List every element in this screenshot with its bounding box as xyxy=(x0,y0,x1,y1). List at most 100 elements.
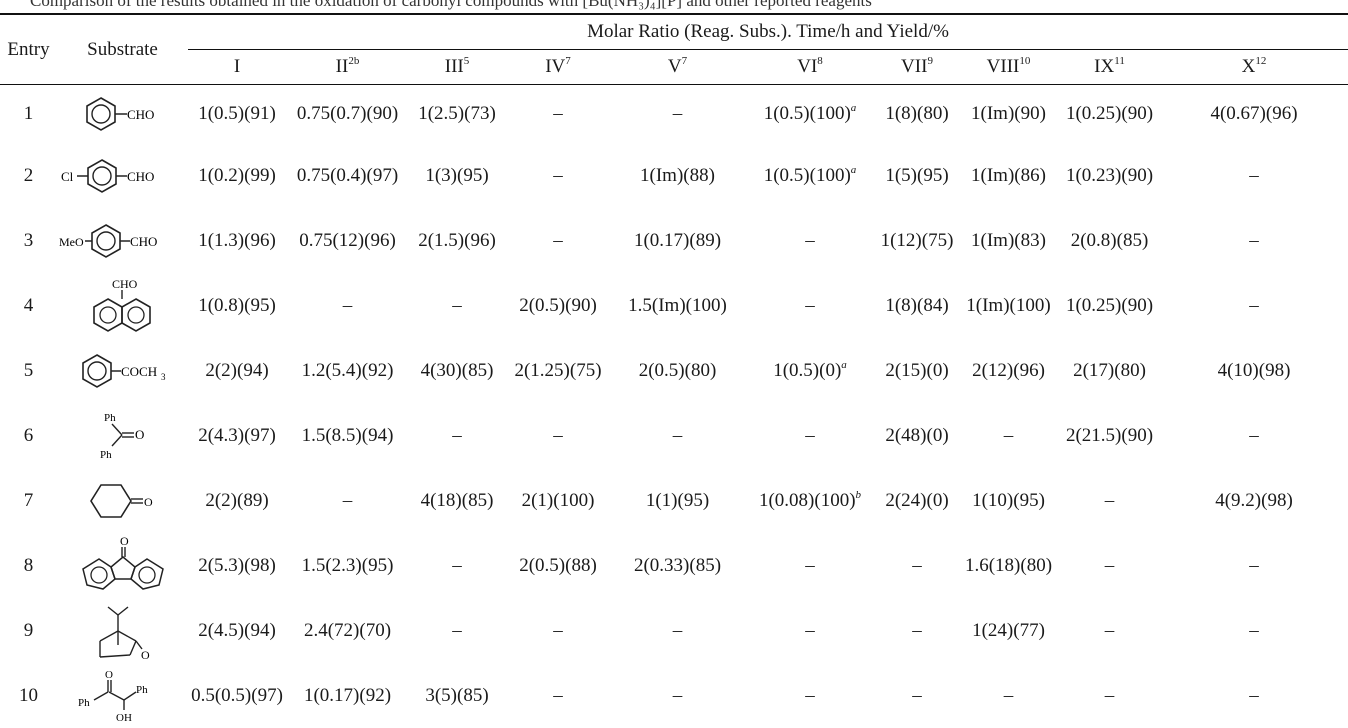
s10-oh-label: OH xyxy=(116,712,132,724)
s5-group-label: COCH xyxy=(121,364,157,379)
header-reagent-7: VII9 xyxy=(876,50,958,85)
result-value: 4(10)(98) xyxy=(1218,360,1291,381)
result-value: 1.5(Im)(100) xyxy=(628,295,727,316)
result-cell: – xyxy=(409,598,505,663)
result-cell: 2(0.8)(85) xyxy=(1059,208,1160,273)
result-cell: – xyxy=(611,598,744,663)
result-cell: 1(3)(95) xyxy=(409,143,505,208)
result-value: – xyxy=(1249,295,1259,316)
result-value: 0.75(12)(96) xyxy=(299,230,396,251)
result-value: 2(17)(80) xyxy=(1073,360,1146,381)
table-body: 1 CHO 1(0.5)(91)0.75(0.7)(90)1(2.5)(73)–… xyxy=(0,85,1348,728)
result-cell: 0.75(0.4)(97) xyxy=(286,143,409,208)
result-cell: – xyxy=(1160,598,1348,663)
result-cell: – xyxy=(1059,533,1160,598)
result-cell: 1(2.5)(73) xyxy=(409,85,505,144)
table-caption-strip: Comparison of the results obtained in th… xyxy=(0,0,1348,13)
comparison-table: Entry Substrate Molar Ratio (Reag. Subs.… xyxy=(0,15,1348,728)
result-value: 1(0.17)(89) xyxy=(634,230,721,251)
result-value: – xyxy=(343,490,353,511)
result-cell: – xyxy=(505,663,611,728)
substrate-cell: MeO CHO xyxy=(57,208,188,273)
result-cell: 2(0.5)(80) xyxy=(611,338,744,403)
s5-sub-label: 3 xyxy=(161,372,166,382)
result-cell: 2(21.5)(90) xyxy=(1059,403,1160,468)
result-cell: 1.5(8.5)(94) xyxy=(286,403,409,468)
entry-cell: 4 xyxy=(0,273,57,338)
result-value: – xyxy=(1004,425,1014,446)
result-cell: – xyxy=(1160,663,1348,728)
result-cell: 2(1)(100) xyxy=(505,468,611,533)
table-row: 2 Cl CHO 1(0.2)(99)0.75(0.4)(97)1(3)(95)… xyxy=(0,143,1348,208)
result-cell: 4(10)(98) xyxy=(1160,338,1348,403)
result-cell: – xyxy=(409,273,505,338)
result-value: 2(1.25)(75) xyxy=(514,360,601,381)
result-cell: 1.5(Im)(100) xyxy=(611,273,744,338)
result-value: 4(9.2)(98) xyxy=(1215,490,1293,511)
result-value: 0.75(0.7)(90) xyxy=(297,103,398,124)
result-value: 1(0.8)(95) xyxy=(198,295,276,316)
result-cell: 1(10)(95) xyxy=(958,468,1059,533)
header-reagent-4: IV7 xyxy=(505,50,611,85)
result-cell: 1(0.5)(100)a xyxy=(744,85,876,144)
reagent-ref: 11 xyxy=(1114,55,1125,67)
result-cell: 2(1.25)(75) xyxy=(505,338,611,403)
result-value: 1(1)(95) xyxy=(646,490,709,511)
result-value: 0.75(0.4)(97) xyxy=(297,165,398,186)
result-cell: 1(Im)(88) xyxy=(611,143,744,208)
result-value: 1(8)(84) xyxy=(885,295,948,316)
result-value: 2(0.5)(88) xyxy=(519,555,597,576)
result-cell: 0.5(0.5)(97) xyxy=(188,663,286,728)
reagent-label: VII xyxy=(901,56,927,77)
entry-cell: 5 xyxy=(0,338,57,403)
result-value: 0.5(0.5)(97) xyxy=(191,685,283,706)
table-row: 5 COCH 3 2(2)(94)1.2(5.4)(92)4(30)(85)2(… xyxy=(0,338,1348,403)
result-cell: 1(Im)(90) xyxy=(958,85,1059,144)
entry-cell: 8 xyxy=(0,533,57,598)
result-value: – xyxy=(452,425,462,446)
result-value: – xyxy=(1249,685,1259,706)
result-cell: – xyxy=(505,208,611,273)
result-cell: – xyxy=(1160,403,1348,468)
result-value: 2(1)(100) xyxy=(522,490,595,511)
result-value: 1.5(8.5)(94) xyxy=(302,425,394,446)
table-row: 7 O 2(2)(89)–4(18)(85)2(1)(100)1(1)(95)1… xyxy=(0,468,1348,533)
result-value: – xyxy=(553,620,563,641)
result-value: – xyxy=(805,555,815,576)
header-reagent-3: III5 xyxy=(409,50,505,85)
result-cell: – xyxy=(958,663,1059,728)
result-value: 1(0.5)(0) xyxy=(773,360,841,381)
reagent-label: VIII xyxy=(987,56,1020,77)
result-cell: – xyxy=(409,533,505,598)
result-cell: 1(Im)(100) xyxy=(958,273,1059,338)
result-value: – xyxy=(805,620,815,641)
result-cell: – xyxy=(1160,533,1348,598)
result-value: – xyxy=(912,620,922,641)
result-value: 2(15)(0) xyxy=(885,360,948,381)
result-cell: 2.4(72)(70) xyxy=(286,598,409,663)
result-cell: 2(4.5)(94) xyxy=(188,598,286,663)
result-cell: 1(12)(75) xyxy=(876,208,958,273)
result-cell: 1(1.3)(96) xyxy=(188,208,286,273)
table-row: 4 CHO 1(0.8)(95)––2(0.5)(90)1.5(Im)(100)… xyxy=(0,273,1348,338)
result-cell: – xyxy=(1059,468,1160,533)
reagent-label: V xyxy=(668,56,682,77)
result-cell: – xyxy=(744,273,876,338)
result-cell: 0.75(0.7)(90) xyxy=(286,85,409,144)
s3-left-label: MeO xyxy=(59,235,84,249)
result-value: – xyxy=(805,685,815,706)
s8-o-label: O xyxy=(120,535,129,548)
result-value: – xyxy=(673,425,683,446)
result-cell: 1(0.2)(99) xyxy=(188,143,286,208)
substrate-cell: CHO xyxy=(57,85,188,144)
reagent-ref: 8 xyxy=(817,55,823,67)
benzaldehyde-structure: CHO xyxy=(63,92,183,136)
result-value: – xyxy=(1105,490,1115,511)
result-value: 1(0.17)(92) xyxy=(304,685,391,706)
result-cell: – xyxy=(876,533,958,598)
result-value: 2(1.5)(96) xyxy=(418,230,496,251)
s10-ph-left-label: Ph xyxy=(78,697,90,709)
result-cell: 1(0.5)(0)a xyxy=(744,338,876,403)
result-cell: – xyxy=(1059,663,1160,728)
